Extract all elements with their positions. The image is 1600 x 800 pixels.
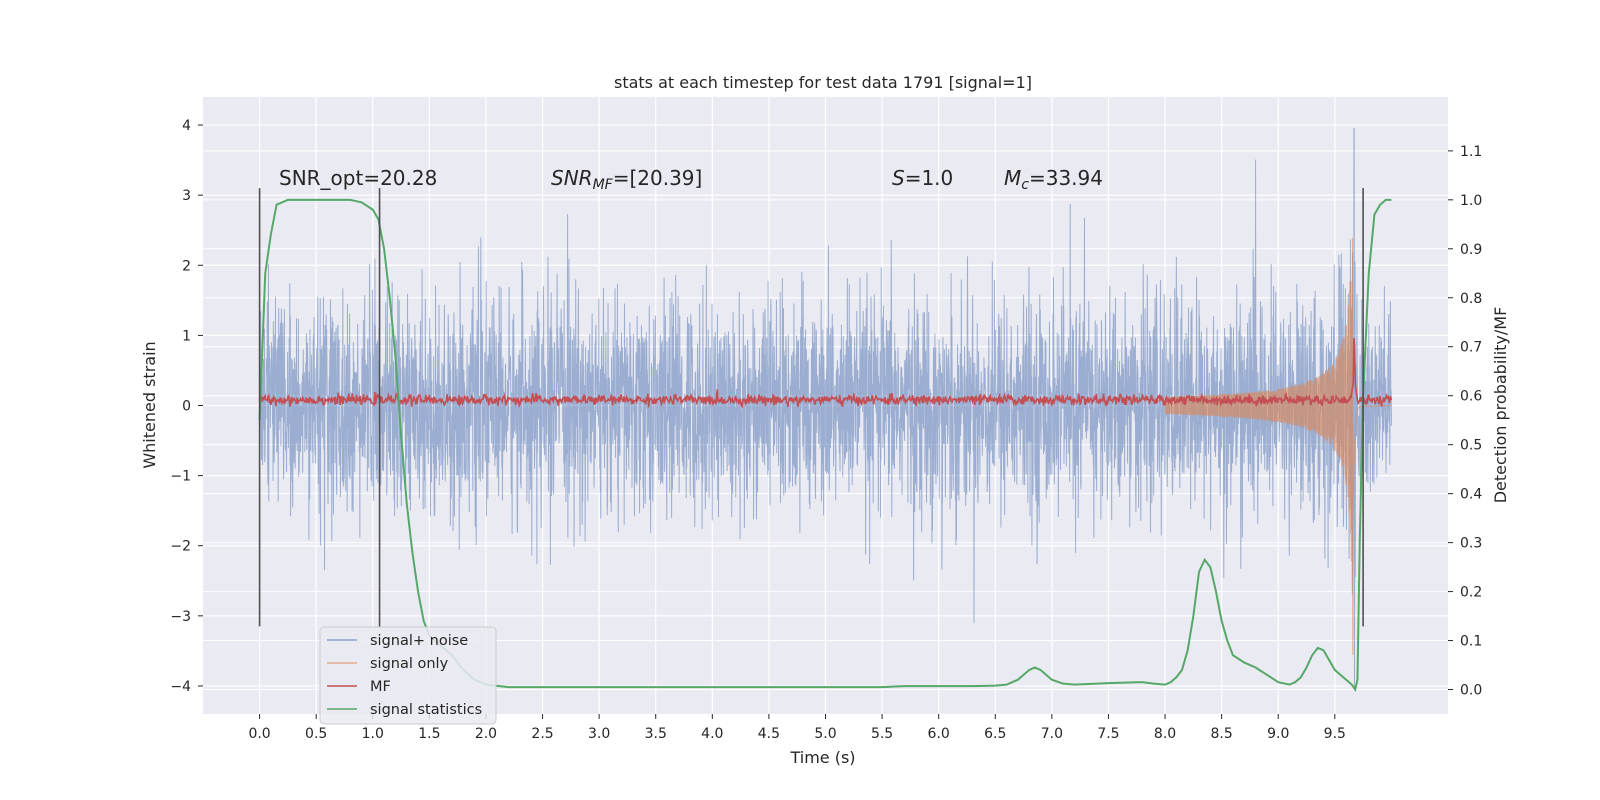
y-tick-label: −4 (170, 679, 191, 695)
annotation-s-value: =1.0 (905, 166, 954, 190)
annotation-snr-mf-sub: MF (593, 177, 614, 193)
x-tick-label: 5.5 (871, 726, 893, 742)
y2-tick-label: 0.9 (1460, 242, 1482, 258)
series-signal-statistics (258, 198, 1392, 692)
vertical-markers (258, 188, 1364, 627)
x-tick-label: 3.5 (645, 726, 667, 742)
y2-ticks: 1.1 1.0 0.9 0.8 0.7 0.6 0.5 0.4 0.3 0.2 0.1 0.0 (1448, 144, 1482, 699)
series-mf (258, 337, 1393, 409)
y2-tick-label: 0.4 (1460, 487, 1482, 503)
series-signal-only (1164, 237, 1392, 655)
y2-tick-label: 1.1 (1460, 144, 1482, 160)
x-tick-label: 6.0 (928, 726, 950, 742)
x-tick-label: 6.5 (984, 726, 1006, 742)
y-tick-label: −3 (170, 609, 191, 625)
y-tick-label: −1 (170, 469, 191, 485)
annotation-snr-mf: SNRMF=[20.39] (551, 166, 702, 193)
y2-tick-label: 0.3 (1460, 536, 1482, 552)
legend: signal+ noise signal only MF signal stat… (319, 626, 497, 725)
legend-label-signal-statistics: signal statistics (370, 702, 482, 718)
x-tick-label: 0.0 (248, 726, 270, 742)
annotation-mc-sub: c (1021, 177, 1029, 193)
x-tick-label: 8.5 (1211, 726, 1233, 742)
y-tick-label: 3 (182, 188, 191, 204)
x-axis-label: Time (s) (789, 748, 855, 767)
x-tick-label: 5.0 (814, 726, 836, 742)
x-tick-label: 9.5 (1324, 726, 1346, 742)
x-tick-label: 7.5 (1097, 726, 1119, 742)
y2-axis-label: Detection probability/MF (1491, 307, 1510, 504)
y2-tick-label: 0.8 (1460, 291, 1482, 307)
y2-tick-label: 0.1 (1460, 634, 1482, 650)
annotation-s-prefix: S (892, 166, 905, 190)
y-tick-label: 1 (182, 328, 191, 344)
legend-label-signal-noise: signal+ noise (370, 633, 468, 649)
y-tick-label: 2 (182, 258, 191, 274)
y2-tick-label: 0.0 (1460, 683, 1482, 699)
annotation-mc: Mc=33.94 (1004, 166, 1103, 193)
y-tick-label: −2 (170, 539, 191, 555)
legend-box (319, 626, 497, 725)
legend-label-signal-only: signal only (370, 656, 449, 672)
annotation-mc-prefix: M (1004, 166, 1021, 190)
y2-tick-label: 1.0 (1460, 193, 1482, 209)
y-ticks: 4 3 2 1 0 −1 −2 −3 −4 (170, 118, 203, 695)
y-axis-label: Whitened strain (140, 341, 159, 468)
annotation-snr-mf-prefix: SNR (551, 166, 593, 190)
x-tick-label: 4.0 (701, 726, 723, 742)
x-tick-label: 4.5 (758, 726, 780, 742)
x-tick-label: 2.0 (475, 726, 497, 742)
x-tick-label: 3.0 (588, 726, 610, 742)
y2-tick-label: 0.6 (1460, 389, 1482, 405)
x-tick-label: 0.5 (305, 726, 327, 742)
x-ticks: 0.0 0.5 1.0 1.5 2.0 2.5 3.0 3.5 4.0 4.5 5.0 5.5 6.0 6… (248, 714, 1346, 742)
chart-title: stats at each timestep for test data 179… (614, 73, 1032, 92)
annotation-snr-mf-value: =[20.39] (613, 166, 703, 190)
y-tick-label: 4 (182, 118, 191, 134)
legend-label-mf: MF (370, 679, 391, 695)
x-tick-label: 9.0 (1267, 726, 1289, 742)
annotation-mc-value: =33.94 (1029, 166, 1103, 190)
x-tick-label: 8.0 (1154, 726, 1176, 742)
x-tick-label: 2.5 (531, 726, 553, 742)
y2-tick-label: 0.7 (1460, 340, 1482, 356)
x-tick-label: 1.5 (418, 726, 440, 742)
series-signal-noise (259, 128, 1392, 690)
x-tick-label: 1.0 (362, 726, 384, 742)
x-tick-label: 7.0 (1041, 726, 1063, 742)
y2-tick-label: 0.5 (1460, 438, 1482, 454)
y2-tick-label: 0.2 (1460, 585, 1482, 601)
y-tick-label: 0 (182, 399, 191, 415)
annotation-s: S=1.0 (892, 166, 953, 190)
annotation-snr-opt: SNR_opt=20.28 (279, 166, 437, 190)
